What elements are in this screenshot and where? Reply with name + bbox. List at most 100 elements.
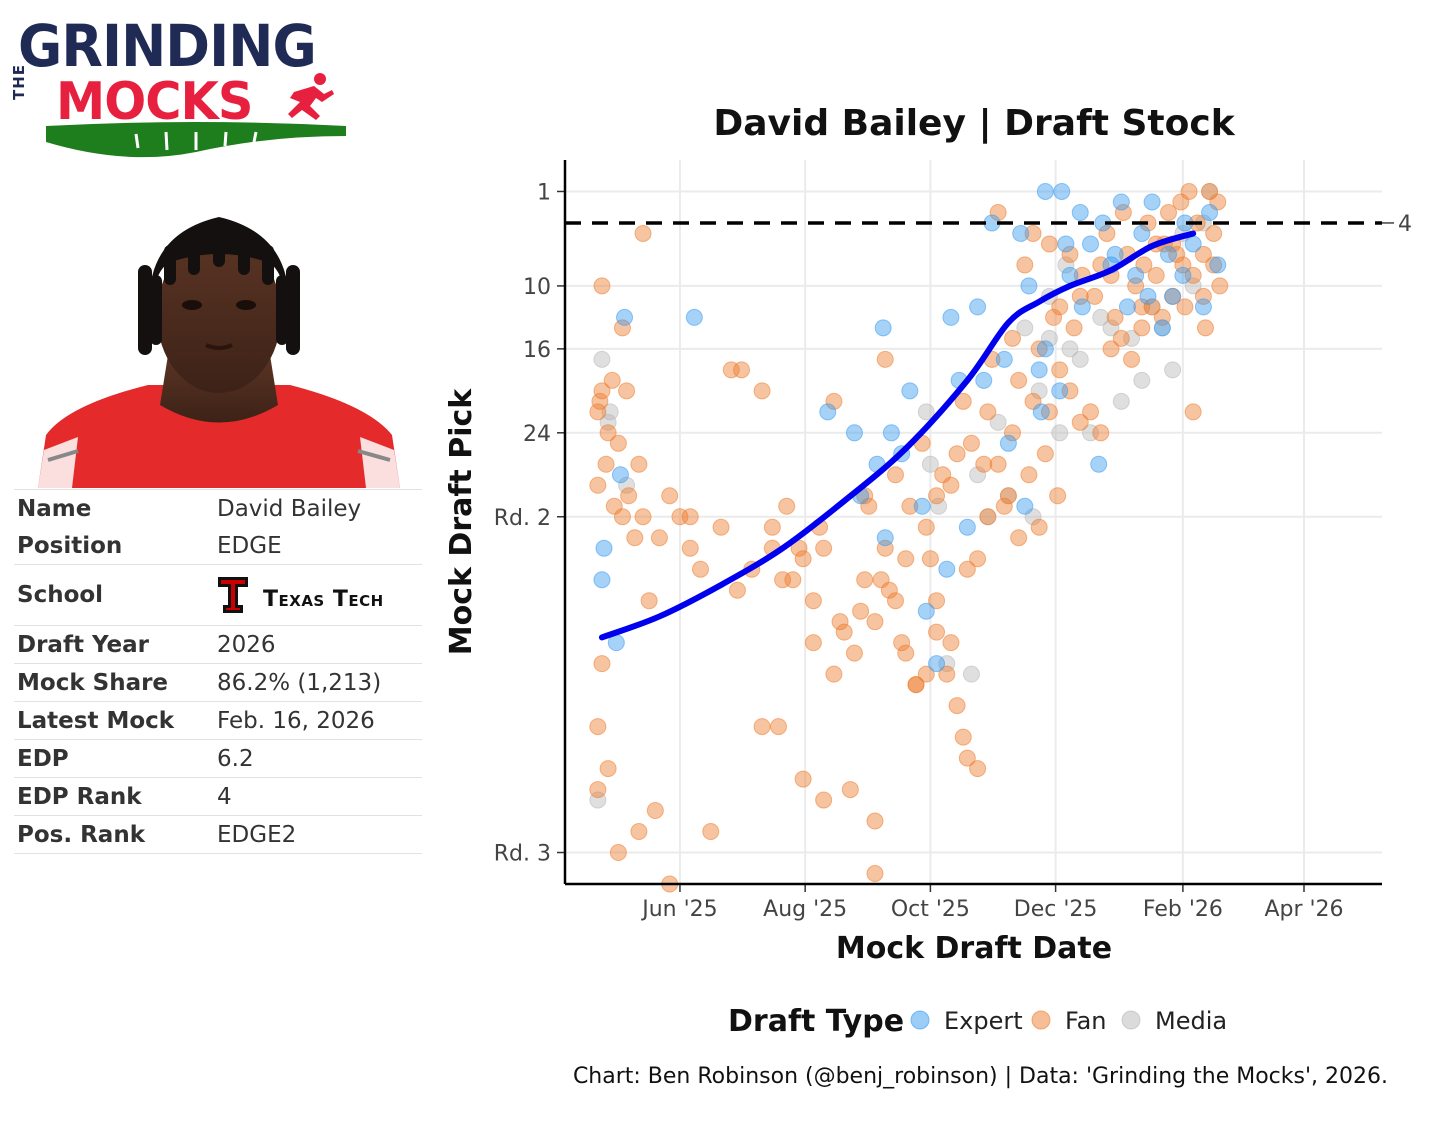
data-point-expert <box>595 539 613 557</box>
data-point-media <box>593 350 611 368</box>
legend-label-media: Media <box>1155 1007 1227 1035</box>
data-point-fan <box>589 718 607 736</box>
data-point-expert <box>616 308 634 326</box>
info-row-draft-year: Draft Year 2026 <box>14 626 422 664</box>
data-point-expert <box>685 308 703 326</box>
y-tick-label: 16 <box>523 338 551 363</box>
data-point-fan <box>928 487 946 505</box>
data-point-expert <box>928 655 946 673</box>
data-point-fan <box>1071 413 1089 431</box>
data-point-fan <box>1030 518 1048 536</box>
data-point-fan <box>886 592 904 610</box>
data-point-fan <box>804 634 822 652</box>
data-point-fan <box>1024 224 1042 242</box>
data-point-fan <box>630 455 648 473</box>
data-point-fan <box>1049 487 1067 505</box>
info-key: EDP <box>17 745 69 772</box>
data-point-fan <box>1205 224 1223 242</box>
data-point-expert <box>995 350 1013 368</box>
data-point-fan <box>1143 298 1161 316</box>
data-point-expert <box>1164 287 1182 305</box>
data-point-media <box>1092 308 1110 326</box>
data-point-fan <box>962 434 980 452</box>
scatter-points <box>589 182 1229 893</box>
data-point-fan <box>1160 203 1178 221</box>
data-point-fan <box>1086 287 1104 305</box>
data-point-media <box>601 403 619 421</box>
data-point-fan <box>691 560 709 578</box>
data-point-fan <box>613 508 631 526</box>
data-point-fan <box>1036 445 1054 463</box>
data-point-media <box>962 665 980 683</box>
info-key: Latest Mock <box>17 707 175 734</box>
data-point-fan <box>958 560 976 578</box>
data-point-fan <box>650 529 668 547</box>
trend-line <box>598 230 1197 641</box>
data-point-fan <box>1133 298 1151 316</box>
data-point-fan <box>597 455 615 473</box>
data-point-media <box>917 403 935 421</box>
data-point-expert <box>845 424 863 442</box>
data-point-fan <box>866 812 884 830</box>
data-point-fan <box>897 644 915 662</box>
data-point-fan <box>589 403 607 421</box>
data-point-fan <box>866 613 884 631</box>
data-point-fan <box>969 760 987 778</box>
info-row-edp-rank: EDP Rank 4 <box>14 778 422 816</box>
data-point-fan <box>1112 329 1130 347</box>
data-point-media <box>1061 340 1079 358</box>
info-value: Feb. 16, 2026 <box>217 707 375 734</box>
data-point-media <box>1164 361 1182 379</box>
data-point-fan <box>1184 266 1202 284</box>
data-point-expert <box>1020 277 1038 295</box>
data-point-fan <box>1065 319 1083 337</box>
data-point-fan <box>876 350 894 368</box>
y-axis-title: Mock Draft Pick <box>444 388 479 655</box>
data-point-fan <box>593 277 611 295</box>
data-point-fan <box>825 665 843 683</box>
player-info-table: Name David Bailey Position EDGE School T… <box>14 489 422 854</box>
data-point-fan <box>769 718 787 736</box>
info-key: Pos. Rank <box>17 821 145 848</box>
data-point-fan <box>681 539 699 557</box>
data-point-fan <box>1184 403 1202 421</box>
data-point-fan <box>1020 466 1038 484</box>
data-point-expert <box>1030 361 1048 379</box>
data-point-fan <box>893 634 911 652</box>
data-point-fan <box>626 529 644 547</box>
data-point-fan <box>948 697 966 715</box>
data-point-fan <box>620 487 638 505</box>
data-point-fan <box>872 571 890 589</box>
data-point-fan <box>989 455 1007 473</box>
data-point-fan <box>815 539 833 557</box>
logo-wordmark-grinding: GRINDING <box>18 12 317 80</box>
info-key: EDP Rank <box>17 783 142 810</box>
data-point-fan <box>728 581 746 599</box>
data-point-fan <box>815 791 833 809</box>
info-value: EDGE2 <box>217 821 297 848</box>
legend-key-expert <box>910 1010 930 1030</box>
data-point-fan <box>1147 266 1165 284</box>
info-value: 6.2 <box>217 745 254 772</box>
info-key: Name <box>17 495 92 522</box>
data-point-media <box>1071 350 1089 368</box>
data-point-fan <box>804 592 822 610</box>
data-point-expert <box>1133 224 1151 242</box>
x-tick-label: Feb '26 <box>1143 897 1223 922</box>
data-point-fan <box>1114 203 1132 221</box>
data-point-fan <box>886 466 904 484</box>
data-point-fan <box>712 518 730 536</box>
data-point-fan <box>866 865 884 883</box>
trend-curve <box>598 230 1197 641</box>
info-row-school: School Texas Tech <box>14 565 422 626</box>
info-row-edp: EDP 6.2 <box>14 740 422 778</box>
data-point-expert <box>874 319 892 337</box>
data-point-fan <box>1004 424 1022 442</box>
data-point-fan <box>1016 256 1034 274</box>
data-point-fan <box>841 781 859 799</box>
data-point-expert <box>1051 382 1069 400</box>
info-row-position: Position EDGE <box>14 527 422 565</box>
info-value: 86.2% (1,213) <box>217 669 382 696</box>
data-point-fan <box>995 497 1013 515</box>
